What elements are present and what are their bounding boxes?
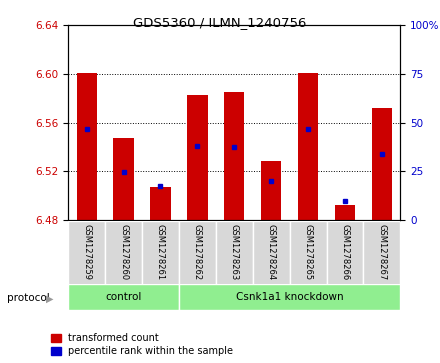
Text: GSM1278263: GSM1278263 — [230, 224, 239, 280]
Bar — [77, 73, 97, 220]
Text: GSM1278267: GSM1278267 — [378, 224, 386, 280]
Legend: transformed count, percentile rank within the sample: transformed count, percentile rank withi… — [49, 331, 235, 358]
Bar — [114, 138, 134, 220]
Bar — [335, 205, 355, 220]
Bar — [68, 221, 105, 285]
Text: protocol: protocol — [7, 293, 49, 303]
Bar — [68, 284, 179, 310]
Text: GSM1278264: GSM1278264 — [267, 224, 276, 280]
Bar — [179, 284, 400, 310]
Bar — [372, 108, 392, 220]
Text: GSM1278261: GSM1278261 — [156, 224, 165, 280]
Text: GSM1278265: GSM1278265 — [304, 224, 313, 280]
Bar — [142, 221, 179, 285]
Bar — [261, 162, 281, 220]
Text: ▶: ▶ — [46, 293, 53, 303]
Text: GSM1278259: GSM1278259 — [82, 224, 91, 280]
Bar — [290, 221, 326, 285]
Bar — [150, 187, 171, 220]
Text: Csnk1a1 knockdown: Csnk1a1 knockdown — [236, 292, 344, 302]
Bar — [179, 221, 216, 285]
Bar — [363, 221, 400, 285]
Text: GSM1278266: GSM1278266 — [341, 224, 349, 280]
Bar — [224, 92, 245, 220]
Text: GSM1278260: GSM1278260 — [119, 224, 128, 280]
Bar — [105, 221, 142, 285]
Bar — [326, 221, 363, 285]
Bar — [187, 95, 208, 220]
Bar — [253, 221, 290, 285]
Text: control: control — [105, 292, 142, 302]
Bar — [216, 221, 253, 285]
Text: GSM1278262: GSM1278262 — [193, 224, 202, 280]
Bar — [298, 73, 318, 220]
Text: GDS5360 / ILMN_1240756: GDS5360 / ILMN_1240756 — [133, 16, 307, 29]
